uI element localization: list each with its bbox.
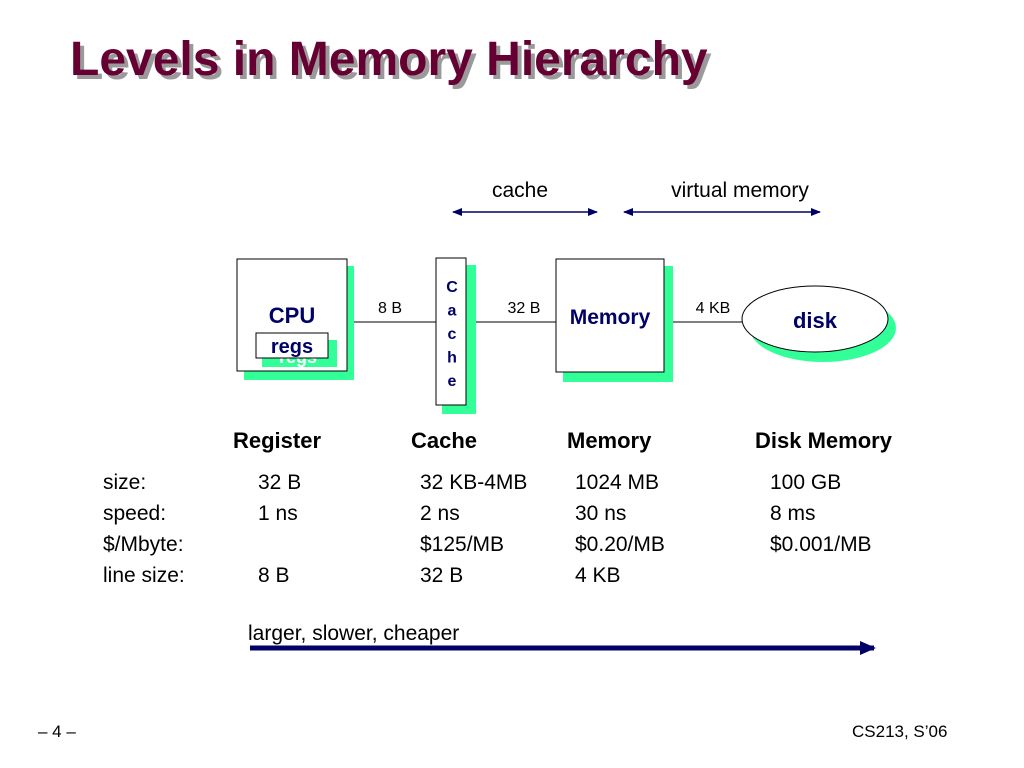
table-cell: 1024 MB <box>575 471 660 494</box>
cache-letter: c <box>448 326 457 343</box>
cpu-box: CPU regs regs <box>236 258 354 380</box>
header-memory: Memory <box>567 428 652 453</box>
row-label-cost: $/Mbyte: <box>103 533 184 556</box>
memory-label: Memory <box>570 306 651 329</box>
cpu-cache-link-label: 8 B <box>378 300 402 317</box>
cache-memory-link-label: 32 B <box>508 300 541 317</box>
table-cell: 4 KB <box>575 564 621 587</box>
table-cell: $0.20/MB <box>575 533 665 556</box>
row-label-size: size: <box>103 471 147 494</box>
virtual-memory-range-label: virtual memory <box>671 179 809 202</box>
table-cell: 32 B <box>420 564 464 587</box>
cpu-label: CPU <box>269 303 315 328</box>
regs-label: regs <box>271 336 313 358</box>
row-label-line-size: line size: <box>103 564 185 587</box>
row-label-speed: speed: <box>103 502 167 525</box>
table-cell: 8 ms <box>770 502 816 525</box>
disk-label: disk <box>793 308 838 333</box>
cache-letter: C <box>446 279 458 296</box>
header-disk-memory: Disk Memory <box>755 428 892 453</box>
regs-box <box>255 332 329 359</box>
cache-letter: e <box>448 373 457 390</box>
cache-box: Cache <box>435 257 476 414</box>
memory-disk-link-label: 4 KB <box>696 300 731 317</box>
memory-box: Memory <box>555 258 673 382</box>
cache-range-label: cache <box>492 179 548 202</box>
table-cell: 1 ns <box>258 502 298 525</box>
cache-letters: Cache <box>446 279 458 390</box>
table-cell: 100 GB <box>770 471 842 494</box>
table-cell: 32 KB-4MB <box>420 471 528 494</box>
course-label: CS213, S’06 <box>852 722 948 741</box>
page-number: – 4 – <box>38 722 76 741</box>
table-cell: 30 ns <box>575 502 627 525</box>
cache-letter: a <box>448 303 457 320</box>
slide-title: Levels in Memory Hierarchy <box>70 33 708 86</box>
table-cell: $125/MB <box>420 533 505 556</box>
disk-shape: disk <box>741 285 896 362</box>
table-cell: 32 B <box>258 471 302 494</box>
header-register: Register <box>233 428 322 453</box>
trend-label: larger, slower, cheaper <box>248 622 460 645</box>
table-cell: $0.001/MB <box>770 533 872 556</box>
cache-letter: h <box>447 350 457 367</box>
table-cell: 2 ns <box>420 502 460 525</box>
header-cache: Cache <box>411 428 478 453</box>
table-cell: 8 B <box>258 564 290 587</box>
